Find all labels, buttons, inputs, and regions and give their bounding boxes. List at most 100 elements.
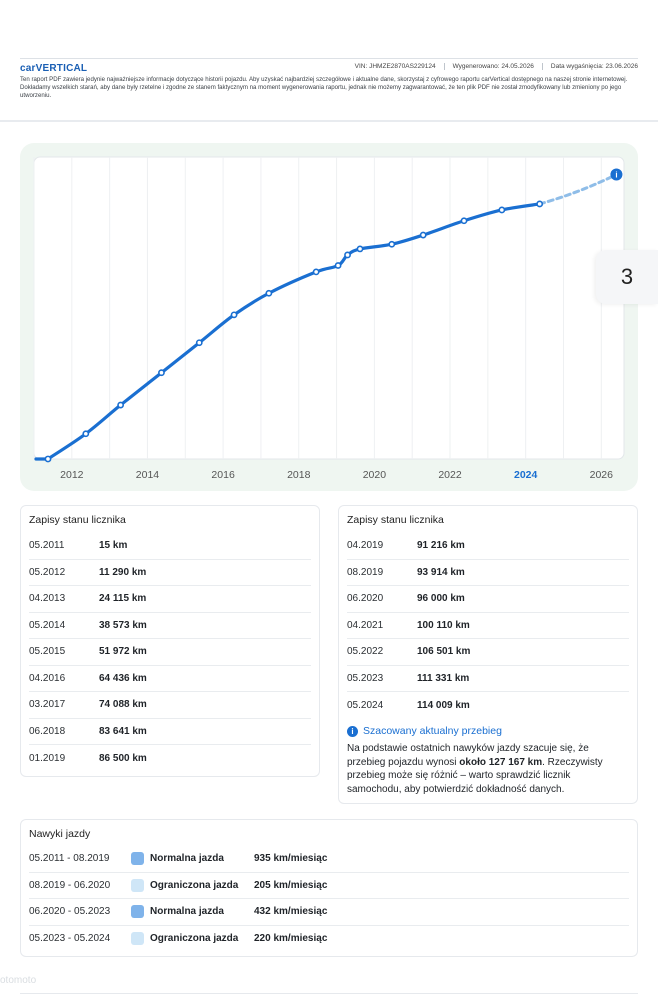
vin-value: JHMZE2870AS229124	[369, 63, 436, 70]
reading-km: 11 290 km	[99, 566, 147, 578]
reading-date: 05.2014	[29, 619, 66, 631]
reading-km: 114 009 km	[417, 699, 470, 711]
reading-row: 05.2014 38 573 km	[29, 613, 311, 639]
habit-swatch	[131, 905, 144, 919]
reading-row: 05.2015 51 972 km	[29, 639, 311, 666]
habit-label: Normalna jazda	[150, 853, 224, 865]
reading-km: 96 000 km	[417, 593, 465, 605]
x-tick-label: 2018	[287, 469, 311, 481]
habit-row: 06.2020 - 05.2023 Normalna jazda 432 km/mi…	[29, 899, 629, 926]
reading-date: 04.2013	[29, 593, 66, 605]
habit-rate: 220 km/miesiąc	[254, 933, 328, 945]
estimate-description: Na podstawie ostatnich nawyków jazdy sza…	[347, 743, 603, 795]
data-point	[82, 430, 90, 438]
data-point	[536, 200, 544, 208]
habit-swatch	[131, 932, 144, 946]
disclaimer-text: Ten raport PDF zawiera jedynie najważnie…	[20, 76, 628, 99]
habits-title: Nawyki jazdy	[29, 828, 91, 840]
reading-km: 100 110 km	[417, 619, 470, 631]
info-icon: i	[347, 725, 358, 737]
readings-left-title: Zapisy stanu licznika	[29, 514, 126, 526]
x-tick-label: 2012	[60, 469, 84, 481]
reading-km: 83 641 km	[99, 725, 147, 737]
estimate-info-glyph: i	[615, 171, 617, 180]
habit-swatch	[131, 878, 144, 892]
data-point	[388, 240, 396, 248]
habit-label: Ograniczona jazda	[150, 933, 239, 945]
reading-row: 04.2016 64 436 km	[29, 666, 311, 692]
readings-right-title: Zapisy stanu licznika	[347, 514, 444, 526]
reading-date: 05.2022	[347, 646, 384, 658]
mileage-line	[46, 202, 542, 461]
data-point	[230, 311, 238, 319]
reading-date: 05.2012	[29, 566, 66, 578]
reading-date: 06.2018	[29, 725, 66, 737]
x-tick-label: 2026	[590, 469, 614, 481]
reading-date: 04.2019	[347, 540, 384, 552]
plot-area	[33, 156, 625, 460]
report-meta: VIN: JHMZE2870AS229124 Wygenerowano: 24.…	[355, 63, 638, 70]
reading-km: 24 115 km	[99, 593, 147, 605]
carvertical-logo: carVERTICAL	[20, 63, 88, 74]
x-tick-label: 2020	[363, 469, 387, 481]
habit-rate: 432 km/miesiąc	[254, 906, 328, 918]
vin-info: VIN: JHMZE2870AS229124	[354, 63, 436, 70]
data-point	[44, 455, 52, 463]
data-point	[419, 231, 427, 239]
reading-date: 04.2021	[347, 619, 384, 631]
habit-period: 06.2020 - 05.2023	[29, 906, 111, 918]
habit-row: 05.2023 - 05.2024 Ograniczona jazda 220 km…	[29, 926, 629, 953]
reading-row: 05.2011 15 km	[29, 533, 311, 560]
driving-habits-card: Nawyki jazdy 05.2011 - 08.2019 Normalna j…	[20, 819, 638, 957]
reading-date: 06.2020	[347, 593, 384, 605]
reading-row: 04.2013 24 115 km	[29, 586, 311, 613]
projection-line	[538, 173, 618, 206]
reading-km: 93 914 km	[417, 566, 465, 578]
reading-row: 05.2022 106 501 km	[347, 639, 629, 666]
data-point	[265, 289, 273, 297]
reading-row: 04.2021 100 110 km	[347, 613, 629, 639]
expiry-date: 23.06.2026	[605, 63, 638, 70]
odometer-readings-right: Zapisy stanu licznika i Szacowany aktual…	[338, 505, 638, 804]
reading-date: 05.2015	[29, 646, 66, 658]
reading-date: 04.2016	[29, 672, 66, 684]
data-point	[334, 262, 342, 269]
reading-km: 86 500 km	[99, 752, 147, 764]
reading-row: 06.2018 83 641 km	[29, 719, 311, 745]
data-point	[356, 245, 364, 253]
data-point	[312, 268, 320, 276]
habit-label: Ograniczona jazda	[150, 879, 239, 891]
habit-label: Normalna jazda	[150, 906, 224, 918]
habit-rate: 205 km/miesiąc	[254, 879, 328, 891]
reading-date: 05.2024	[347, 699, 384, 711]
data-point	[117, 401, 125, 409]
x-tick-label: 2024	[514, 469, 538, 481]
reading-km: 111 331 km	[417, 672, 470, 684]
reading-km: 74 088 km	[99, 699, 147, 711]
generated-date: 24.05.2026	[501, 63, 534, 70]
mileage-chart-card: 2012 2014 2016 2018 2020 2022 2024 2026 i	[20, 143, 638, 491]
header-divider	[20, 58, 638, 59]
habit-period: 05.2011 - 08.2019	[29, 853, 110, 865]
reading-date: 05.2023	[347, 672, 384, 684]
habit-row: 05.2011 - 08.2019 Normalna jazda 935 km/mi…	[29, 846, 629, 873]
habit-period: 08.2019 - 06.2020	[29, 879, 111, 891]
x-tick-label: 2022	[438, 469, 462, 481]
reading-row: 04.2019 91 216 km	[347, 533, 629, 560]
data-point	[460, 217, 468, 225]
watermark: otomoto	[0, 975, 37, 986]
estimate-title: Szacowany aktualny przebieg	[363, 725, 502, 737]
habit-row: 08.2019 - 06.2020 Ograniczona jazda 205 km…	[29, 873, 629, 899]
reading-row: 05.2023 111 331 km	[347, 666, 629, 692]
reading-row: 06.2020 96 000 km	[347, 586, 629, 613]
reading-date: 01.2019	[29, 752, 66, 764]
mileage-chart: 2012 2014 2016 2018 2020 2022 2024 2026 i	[33, 156, 625, 481]
reading-km: 91 216 km	[417, 540, 465, 552]
odometer-readings-left: Zapisy stanu licznika 05.2011 15 km 05.201…	[20, 505, 320, 777]
reading-km: 38 573 km	[99, 619, 147, 631]
reading-date: 08.2019	[347, 566, 384, 578]
data-point	[158, 369, 165, 377]
estimate-info-icon	[610, 168, 623, 181]
generated-info: Wygenerowano: 24.05.2026	[452, 63, 534, 70]
reading-km: 64 436 km	[99, 672, 147, 684]
